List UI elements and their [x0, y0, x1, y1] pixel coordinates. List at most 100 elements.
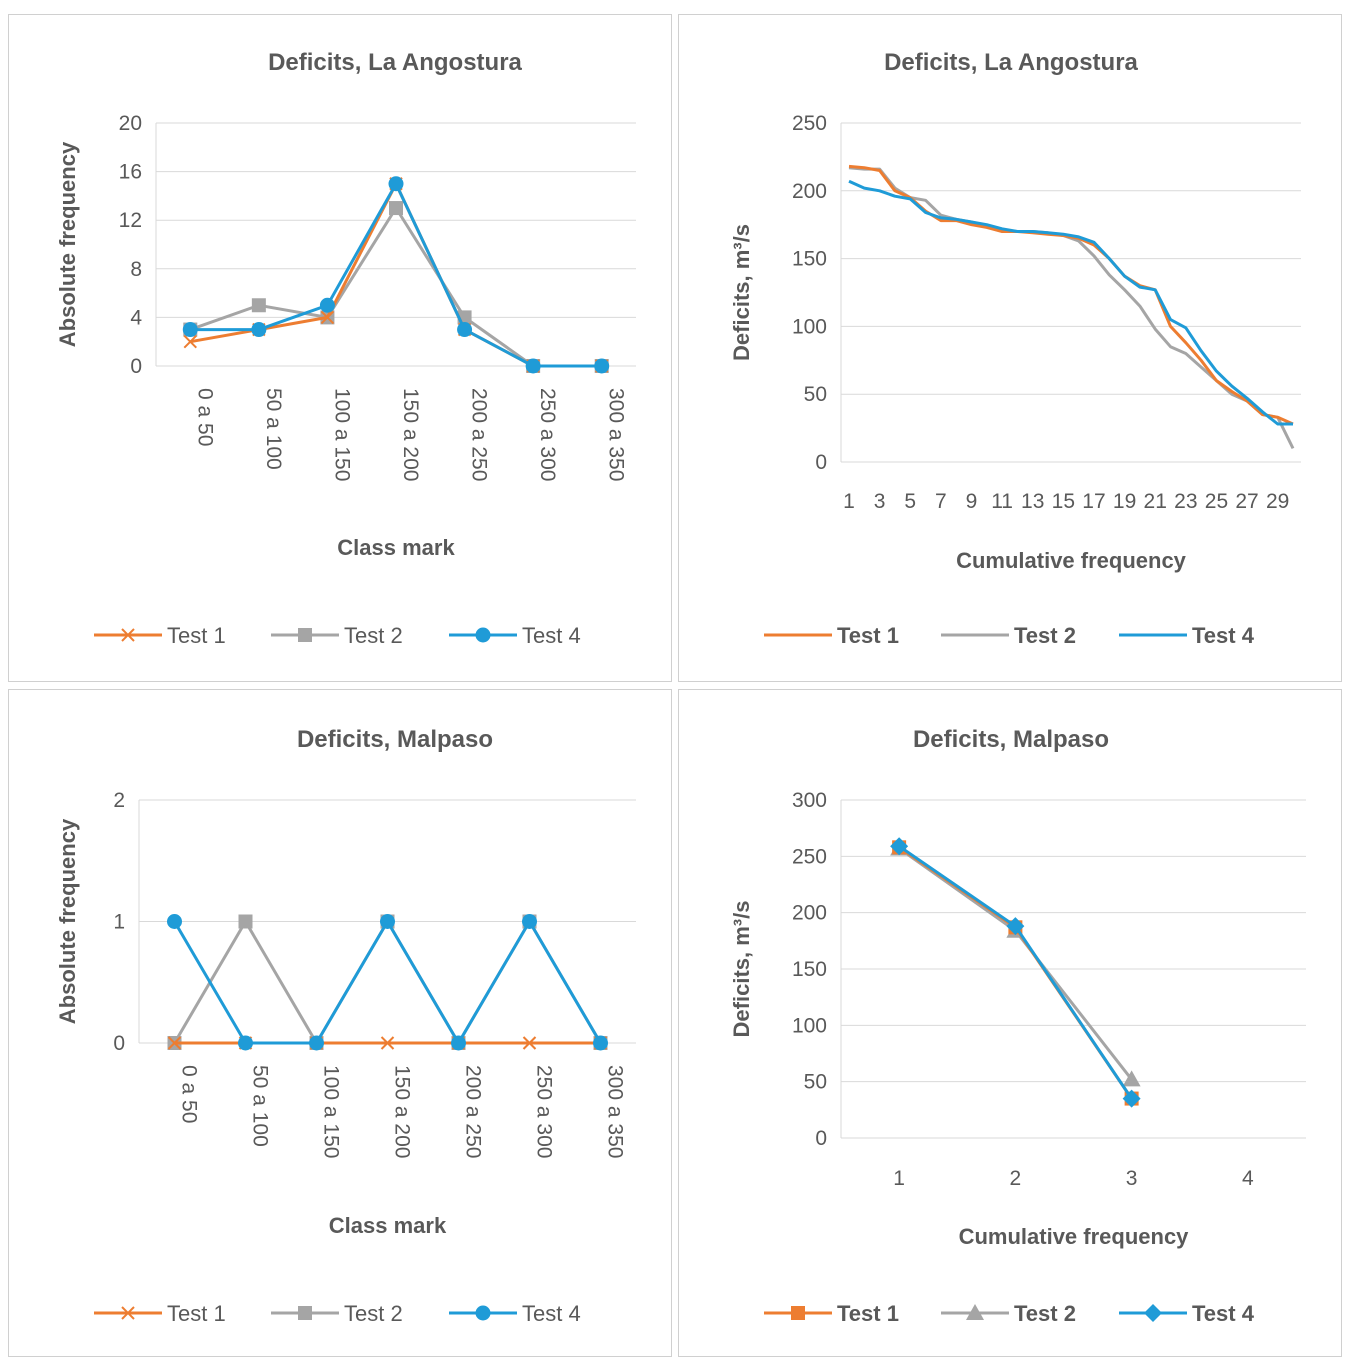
- data-point-test-1: [320, 310, 335, 325]
- chart-title: Deficits, La Angostura: [268, 49, 522, 76]
- y-tick-label: 0: [815, 451, 827, 474]
- x-tick-label: 19: [1113, 490, 1136, 513]
- series-line-test-4: [848, 179, 1293, 426]
- data-point-test-1: [183, 334, 197, 349]
- y-tick-label: 20: [119, 112, 142, 135]
- x-tick-label: 0 a 50: [193, 388, 216, 446]
- chart-panel-angostura-frequency: Deficits, La Angostura 0 4 8 12 16 20 Absolute …: [8, 14, 672, 682]
- data-point-test-1-b: [183, 334, 197, 349]
- x-tick-label: 50 a 100: [249, 1065, 272, 1147]
- x-axis-title: Class mark: [337, 535, 455, 560]
- series-line-test-4: [173, 920, 602, 1045]
- x-tick-label: 7: [935, 490, 947, 513]
- x-tick-label: 150 a 200: [399, 388, 422, 481]
- legend-label-test-2: Test 2: [344, 623, 403, 648]
- data-point-test-1-b: [167, 1036, 182, 1050]
- data-point-test-4: [319, 297, 335, 313]
- data-point-test-4: [457, 322, 473, 338]
- x-tick-label: 1: [893, 1167, 905, 1190]
- y-axis-title: Deficits, m³/s: [729, 224, 754, 361]
- y-tick-label: 1: [113, 911, 125, 934]
- y-tick-label: 50: [804, 1071, 827, 1094]
- data-point-test-4: [451, 1035, 466, 1051]
- x-tick-label: 3: [874, 490, 886, 513]
- x-tick-label: 29: [1266, 490, 1289, 513]
- series-line-test-2: [848, 166, 1295, 450]
- data-point-test-2: [238, 914, 253, 929]
- x-tick-label: 300 a 350: [604, 1065, 627, 1158]
- data-point-test-4: [380, 914, 395, 929]
- y-tick-label: 8: [130, 258, 142, 281]
- data-point-test-1-b: [522, 1036, 537, 1050]
- x-tick-label: 100 a 150: [330, 388, 353, 481]
- data-point-test-1-b: [320, 310, 335, 325]
- chart-title: Deficits, La Angostura: [884, 49, 1138, 76]
- chart-svg-malpaso-frequency: Deficits, Malpaso 0 1 2 Absolute frequency Cl…: [55, 726, 636, 1326]
- x-tick-label: 5: [904, 490, 916, 513]
- data-point-test-4: [522, 914, 537, 929]
- x-tick-label: 17: [1082, 490, 1105, 513]
- legend-marker-test-4: [475, 627, 491, 643]
- y-tick-label: 2: [113, 789, 125, 812]
- legend-marker-test-1: [791, 1306, 805, 1320]
- chart-panel-malpaso-cumulative: Deficits, Malpaso 0 50 100 150 200 250 300 Defic…: [678, 689, 1342, 1357]
- x-tick-label: 13: [1021, 490, 1044, 513]
- x-tick-label: 1: [843, 490, 855, 513]
- data-point-test-4: [309, 1035, 324, 1051]
- data-point-test-4: [238, 1035, 253, 1051]
- legend-label-test-1: Test 1: [167, 1301, 226, 1326]
- legend-marker-test-1: [121, 1306, 135, 1320]
- legend-label-test-4: Test 4: [1192, 1301, 1255, 1326]
- data-point-test-4: [593, 1035, 608, 1051]
- data-point-test-4: [182, 322, 198, 338]
- y-tick-label: 16: [119, 161, 142, 184]
- data-point-test-1: [380, 1036, 395, 1050]
- chart-panel-malpaso-frequency: Deficits, Malpaso 0 1 2 Absolute frequency Cl…: [8, 689, 672, 1357]
- legend-label-test-4: Test 4: [522, 623, 581, 648]
- data-point-test-1-b: [380, 1036, 395, 1050]
- chart-svg-malpaso-cumulative: Deficits, Malpaso 0 50 100 150 200 250 300 Defic…: [729, 726, 1306, 1326]
- data-point-test-1: [522, 1036, 537, 1050]
- series-line-test-2: [173, 920, 602, 1045]
- y-axis-title: Deficits, m³/s: [729, 901, 754, 1038]
- y-tick-label: 300: [792, 789, 827, 812]
- x-tick-label: 4: [1242, 1167, 1254, 1190]
- legend-marker-test-4: [1144, 1304, 1162, 1322]
- x-axis-title: Cumulative frequency: [956, 548, 1187, 573]
- data-point-test-1: [167, 1036, 182, 1050]
- y-tick-label: 200: [792, 180, 827, 203]
- series-line-test-4: [898, 844, 1133, 1100]
- y-tick-label: 0: [130, 355, 142, 378]
- series-line-test-2: [189, 206, 602, 368]
- y-axis-title: Absolute frequency: [55, 141, 80, 347]
- legend-marker-test-2: [966, 1304, 984, 1320]
- y-tick-label: 250: [792, 112, 827, 135]
- x-axis-title: Class mark: [329, 1213, 447, 1238]
- data-point-test-4: [388, 176, 404, 192]
- legend-label-test-2: Test 2: [344, 1301, 403, 1326]
- x-axis-title: Cumulative frequency: [959, 1224, 1190, 1249]
- x-tick-label: 200 a 250: [468, 388, 491, 481]
- x-tick-label: 2: [1010, 1167, 1022, 1190]
- legend-label-test-1: Test 1: [167, 623, 226, 648]
- legend-label-test-4: Test 4: [1192, 623, 1255, 648]
- x-tick-label: 300 a 350: [605, 388, 628, 481]
- x-tick-label: 3: [1126, 1167, 1138, 1190]
- data-point-test-2: [251, 298, 266, 313]
- x-tick-label: 23: [1174, 490, 1197, 513]
- data-point-test-4: [167, 914, 182, 929]
- y-tick-label: 100: [792, 315, 827, 338]
- y-tick-label: 200: [792, 902, 827, 925]
- chart-panel-angostura-cumulative: Deficits, La Angostura 0 50 100 150 200 250 Def…: [678, 14, 1342, 682]
- y-axis-title: Absolute frequency: [55, 818, 80, 1024]
- x-tick-label: 0 a 50: [178, 1065, 201, 1123]
- y-tick-label: 12: [119, 209, 142, 232]
- legend-marker-test-1-b: [121, 628, 135, 642]
- legend-marker-test-2: [298, 1306, 312, 1320]
- legend-label-test-1: Test 1: [837, 1301, 899, 1326]
- y-tick-label: 150: [792, 958, 827, 981]
- legend-marker-test-1: [121, 628, 135, 642]
- y-tick-label: 0: [113, 1032, 125, 1055]
- y-tick-label: 100: [792, 1014, 827, 1037]
- legend-marker-test-2: [298, 628, 312, 642]
